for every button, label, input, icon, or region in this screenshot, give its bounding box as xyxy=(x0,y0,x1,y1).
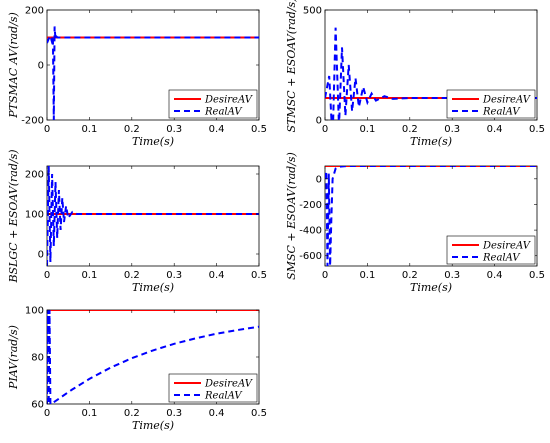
x-tick-label: 0.4 xyxy=(209,408,225,419)
x-axis-label: Time(s) xyxy=(132,135,174,148)
legend-entry: DesireAV xyxy=(482,95,532,106)
x-tick-label: 0.3 xyxy=(166,270,182,281)
y-tick-label: 60 xyxy=(31,400,44,411)
x-tick-label: 0.4 xyxy=(487,124,503,135)
x-tick-label: 0.3 xyxy=(166,124,182,135)
real-av-line xyxy=(47,166,259,266)
chart-5: 0 0.1 0.2 0.3 0.4 0.5 60 80 100 Time(s) PIAV(rad/s… xyxy=(7,306,267,433)
x-tick-label: 0.5 xyxy=(529,124,545,135)
legend-entry: DesireAV xyxy=(482,241,532,252)
legend-entry: RealAV xyxy=(204,107,243,118)
x-tick-label: 0.2 xyxy=(124,408,140,419)
legend-entry: RealAV xyxy=(204,391,243,402)
y-tick-label: 0 xyxy=(38,250,44,261)
x-axis-label: Time(s) xyxy=(410,135,452,148)
x-tick-label: 0.1 xyxy=(81,408,97,419)
x-tick-label: 0.2 xyxy=(124,270,140,281)
legend-box xyxy=(168,89,258,119)
x-tick-label: 0 xyxy=(44,408,50,419)
x-tick-label: 0.5 xyxy=(251,124,267,135)
y-tick-label: -200 xyxy=(299,200,322,211)
y-axis-label: PIAV(rad/s) xyxy=(7,325,20,390)
y-tick-label: 100 xyxy=(25,306,44,317)
y-tick-label: -200 xyxy=(21,116,44,127)
x-tick-label: 0 xyxy=(322,270,328,281)
chart-4: 0 0.1 0.2 0.3 0.4 0.5 -600 -400 -200 0 Time(s) SMSC… xyxy=(285,152,545,294)
x-tick-label: 0.3 xyxy=(166,408,182,419)
real-av-line xyxy=(47,310,259,404)
legend-entry: RealAV xyxy=(482,107,521,118)
x-tick-label: 0.3 xyxy=(444,124,460,135)
y-axis-label: PTSMAC AV(rad/s) xyxy=(7,12,20,119)
series-group xyxy=(47,26,259,120)
x-tick-label: 0.4 xyxy=(209,124,225,135)
legend-box xyxy=(446,89,536,119)
x-tick-label: 0.2 xyxy=(124,124,140,135)
x-tick-label: 0.3 xyxy=(444,270,460,281)
y-tick-label: 200 xyxy=(25,170,44,181)
x-tick-label: 0.1 xyxy=(81,270,97,281)
y-tick-label: -600 xyxy=(299,251,322,262)
x-tick-label: 0.2 xyxy=(402,124,418,135)
y-axis-label: BSLGC + ESOAV(rad/s) xyxy=(7,149,20,283)
y-tick-label: 200 xyxy=(25,6,44,17)
x-axis-label: Time(s) xyxy=(132,281,174,294)
chart-3: 0 0.1 0.2 0.3 0.4 0.5 0 100 200 Time(s) BSLGC + ES… xyxy=(7,149,267,294)
x-tick-label: 0.5 xyxy=(529,270,545,281)
legend-box xyxy=(446,235,536,265)
legend-entry: RealAV xyxy=(482,253,521,264)
x-tick-label: 0 xyxy=(44,124,50,135)
y-tick-label: 0 xyxy=(316,116,322,127)
real-av-line xyxy=(47,26,259,120)
legend-entry: DesireAV xyxy=(204,95,254,106)
chart-2: 0 0.1 0.2 0.3 0.4 0.5 0 500 Time(s) STMSC + ESOAV… xyxy=(285,0,545,148)
series-group xyxy=(47,310,259,404)
x-tick-label: 0.4 xyxy=(487,270,503,281)
y-axis-label: SMSC + ESOAV(rad/s) xyxy=(285,152,298,280)
legend-entry: DesireAV xyxy=(204,379,254,390)
x-tick-label: 0 xyxy=(44,270,50,281)
y-axis-label: STMSC + ESOAV(rad/s) xyxy=(285,0,298,133)
legend-box xyxy=(168,373,258,403)
y-tick-label: 100 xyxy=(25,210,44,221)
y-tick-label: 0 xyxy=(38,61,44,72)
x-axis-label: Time(s) xyxy=(132,419,174,432)
x-tick-label: 0.2 xyxy=(402,270,418,281)
y-tick-label: 0 xyxy=(316,174,322,185)
x-tick-label: 0.1 xyxy=(359,270,375,281)
x-axis-label: Time(s) xyxy=(410,281,452,294)
real-av-line xyxy=(325,27,537,120)
x-tick-label: 0.5 xyxy=(251,270,267,281)
x-tick-label: 0 xyxy=(322,124,328,135)
x-tick-label: 0.4 xyxy=(209,270,225,281)
x-tick-label: 0.5 xyxy=(251,408,267,419)
y-tick-label: 80 xyxy=(31,353,44,364)
y-tick-label: 500 xyxy=(303,6,322,17)
axes-box xyxy=(46,165,260,267)
x-tick-label: 0.1 xyxy=(81,124,97,135)
y-tick-label: -400 xyxy=(299,226,322,237)
x-tick-label: 0.1 xyxy=(359,124,375,135)
series-group xyxy=(47,166,259,266)
